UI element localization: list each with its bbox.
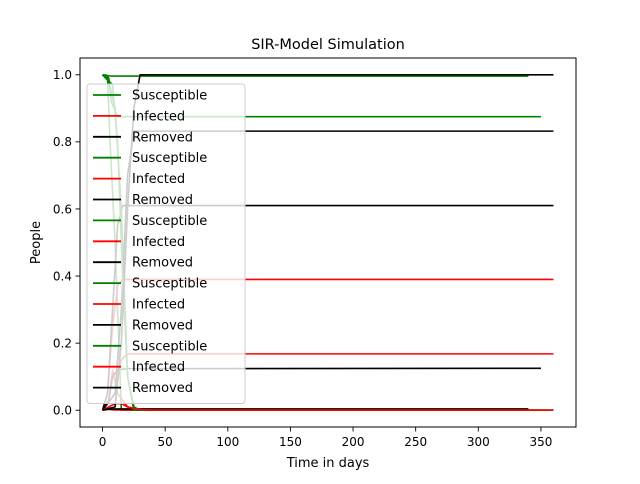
x-tick-label: 250 <box>404 435 427 449</box>
legend-box <box>86 83 246 404</box>
legend-entry-label: Removed <box>132 256 193 271</box>
legend-entry-label: Infected <box>132 235 185 250</box>
legend-entry-label: Removed <box>132 381 193 396</box>
y-axis-label: People <box>29 221 44 264</box>
x-tick-label: 350 <box>529 435 552 449</box>
legend-entry-label: Infected <box>132 360 185 375</box>
x-tick-label: 200 <box>342 435 365 449</box>
y-axis-ticks: 0.0 0.2 0.4 0.6 0.8 1.0 <box>53 68 80 418</box>
y-tick-label: 0.4 <box>53 269 72 283</box>
y-tick-label: 1.0 <box>53 68 72 82</box>
axes-frame <box>79 57 577 428</box>
series-line-susceptible-3 <box>102 73 529 77</box>
legend-entry-label: Infected <box>132 109 185 124</box>
legend: Susceptible Infected Removed Susceptible Inf… <box>86 83 246 404</box>
legend-entry-label: Infected <box>132 298 185 313</box>
y-tick-label: 0.8 <box>53 135 72 149</box>
legend-entry-label: Infected <box>132 172 185 187</box>
x-tick-label: 300 <box>467 435 490 449</box>
legend-entry-label: Susceptible <box>132 339 207 354</box>
legend-entry-label: Removed <box>132 318 193 333</box>
x-axis-label: Time in days <box>286 456 370 471</box>
y-tick-label: 0.2 <box>53 336 72 350</box>
x-tick-label: 100 <box>216 435 239 449</box>
y-tick-label: 0.0 <box>53 404 72 418</box>
x-tick-label: 50 <box>158 435 173 449</box>
x-tick-label: 150 <box>279 435 302 449</box>
legend-entry-label: Susceptible <box>132 277 207 292</box>
legend-entry-label: Susceptible <box>132 151 207 166</box>
legend-entry-label: Removed <box>132 130 193 145</box>
chart-title: SIR-Model Simulation <box>251 37 405 53</box>
y-tick-label: 0.6 <box>53 202 72 216</box>
legend-entry-label: Susceptible <box>132 89 207 104</box>
legend-entry-label: Removed <box>132 193 193 208</box>
legend-entry-label: Susceptible <box>132 214 207 229</box>
x-axis-ticks: 0 50 100 150 200 250 300 350 <box>99 427 552 449</box>
x-tick-label: 0 <box>99 435 107 449</box>
